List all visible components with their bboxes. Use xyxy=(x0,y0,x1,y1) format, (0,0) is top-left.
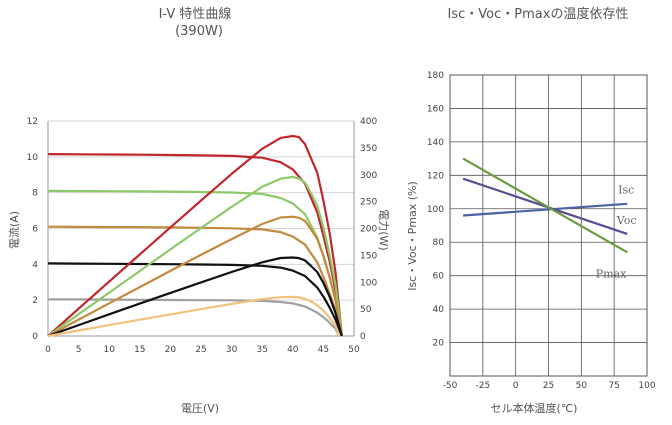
iv-series-line-8 xyxy=(47,256,343,338)
iv-x-tick-label: 45 xyxy=(318,345,329,355)
iv-chart-title: I-V 特性曲線 xyxy=(159,6,232,22)
temp-series-label-isc: Isc xyxy=(618,184,634,197)
iv-y-tick-label: 2 xyxy=(32,296,38,306)
temp-y-tick-label: 40 xyxy=(433,305,445,315)
iv-x-tick-label: 20 xyxy=(165,345,177,355)
iv-y2-tick-label: 50 xyxy=(360,305,372,315)
iv-y-tick-label: 4 xyxy=(32,260,38,270)
temp-x-axis-label: セル本体温度(℃) xyxy=(491,401,578,415)
iv-y-axis-label: 電流(A) xyxy=(7,211,21,249)
iv-x-tick-labels: 0 5 10 15 20 25 30 35 40 45 50 xyxy=(45,345,360,355)
iv-y2-tick-labels: 0 50 100 150 200 250 300 350 400 xyxy=(360,117,377,342)
iv-y2-tick-label: 400 xyxy=(360,117,377,127)
iv-series-line-7 xyxy=(47,215,343,337)
iv-y2-tick-label: 350 xyxy=(360,144,377,154)
iv-y2-axis-label: 電力(W) xyxy=(377,209,390,250)
iv-series-line-5 xyxy=(47,134,343,337)
temp-y-tick-label: 180 xyxy=(427,71,444,81)
temp-x-tick-label: 25 xyxy=(543,381,554,391)
iv-series-line-9 xyxy=(47,295,340,338)
iv-y-tick-label: 8 xyxy=(32,189,38,199)
temp-chart: Isc・Voc・Pmaxの温度依存性 -50 -25 0 25 50 75 100 20 40… xyxy=(406,6,656,415)
temp-y-tick-labels: 20 40 60 80 100 120 140 160 180 xyxy=(427,71,444,349)
iv-y2-tick-label: 0 xyxy=(360,332,366,342)
iv-x-tick-label: 10 xyxy=(103,345,115,355)
iv-series-line-4 xyxy=(47,298,340,337)
iv-y2-tick-label: 250 xyxy=(360,198,377,208)
temp-x-tick-label: 100 xyxy=(638,381,655,391)
iv-y-tick-label: 0 xyxy=(32,332,38,342)
temp-y-tick-label: 100 xyxy=(427,205,444,215)
iv-x-tick-label: 25 xyxy=(195,345,206,355)
temp-x-tick-labels: -50 -25 0 25 50 75 100 xyxy=(443,381,656,391)
iv-x-tick-label: 35 xyxy=(256,345,267,355)
temp-x-tick-label: 75 xyxy=(608,381,619,391)
temp-y-tick-label: 120 xyxy=(427,171,444,181)
temp-chart-title: Isc・Voc・Pmaxの温度依存性 xyxy=(448,6,629,22)
temp-series-line-isc xyxy=(463,202,628,217)
iv-y-tick-labels: 0 2 4 6 8 10 12 xyxy=(27,117,39,342)
temp-y-tick-label: 80 xyxy=(433,238,445,248)
iv-x-tick-label: 30 xyxy=(226,345,238,355)
iv-chart: I-V 特性曲線 (390W) 0 5 10 15 20 25 30 35 40 45 50 024… xyxy=(7,6,390,415)
iv-y-tick-label: 10 xyxy=(27,153,39,163)
temp-x-tick-label: 50 xyxy=(576,381,588,391)
temp-series-labels: Isc Voc Pmax xyxy=(596,184,637,281)
temp-x-tick-label: -50 xyxy=(443,381,458,391)
iv-y2-tick-label: 100 xyxy=(360,278,377,288)
iv-series-lines xyxy=(47,134,343,338)
temp-y-tick-label: 20 xyxy=(433,339,445,349)
iv-y2-tick-label: 300 xyxy=(360,171,377,181)
iv-x-tick-label: 0 xyxy=(45,345,51,355)
temp-series-label-voc: Voc xyxy=(616,214,637,227)
temp-y-axis-label: Isc・Voc・Pmax (%) xyxy=(406,181,419,291)
iv-y-tick-label: 6 xyxy=(32,225,38,235)
iv-series-line-6 xyxy=(47,175,343,337)
temp-y-tick-label: 160 xyxy=(427,104,444,114)
iv-chart-subtitle: (390W) xyxy=(175,24,223,39)
iv-y2-tick-label: 200 xyxy=(360,225,377,235)
iv-x-axis-label: 電圧(V) xyxy=(181,402,219,415)
iv-x-tick-label: 50 xyxy=(348,345,360,355)
temp-y-tick-label: 60 xyxy=(433,272,445,282)
iv-x-tick-label: 5 xyxy=(76,345,82,355)
temp-x-tick-label: 0 xyxy=(513,381,519,391)
iv-x-tick-label: 40 xyxy=(287,345,299,355)
iv-y2-tick-label: 150 xyxy=(360,251,377,261)
temp-series-label-pmax: Pmax xyxy=(596,267,627,280)
temp-series-lines xyxy=(462,157,628,254)
iv-y-tick-label: 12 xyxy=(27,117,38,127)
iv-series-line-0 xyxy=(47,153,343,337)
temp-y-tick-label: 140 xyxy=(427,138,444,148)
iv-x-tick-label: 15 xyxy=(134,345,145,355)
temp-x-tick-label: -25 xyxy=(475,381,490,391)
temp-series-line-pmax xyxy=(462,157,628,254)
